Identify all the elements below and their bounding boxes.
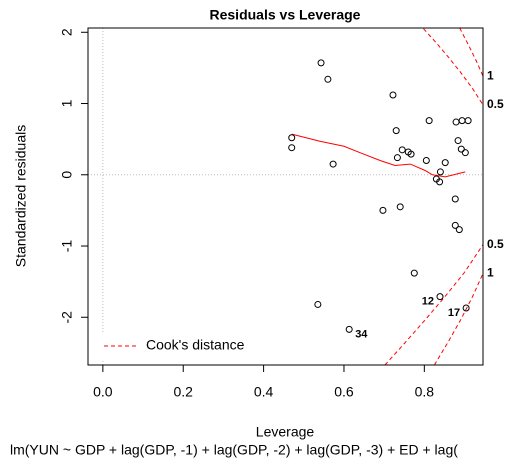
point [455,226,463,234]
point [317,59,325,67]
point [454,137,462,145]
point [288,134,296,142]
point [393,154,401,162]
x-tick-label: 0.4 [254,384,274,400]
x-tick-label: 0.8 [415,384,435,400]
x-axis-label: Leverage [256,424,315,440]
cook-label: 0.5 [487,97,504,111]
point [462,304,470,312]
cook-label: 1 [487,68,494,82]
cook-curve [459,28,483,77]
point [410,269,418,277]
point [422,157,430,165]
point [452,118,460,126]
x-tick-label: 0.6 [334,384,354,400]
point [314,300,322,308]
point [436,168,444,176]
point [425,117,433,125]
smooth-line [291,133,466,178]
x-tick-label: 0.2 [173,384,193,400]
y-tick-label: 0 [59,171,75,179]
point [464,117,472,125]
point [457,145,465,153]
point [389,91,397,99]
point-label: 34 [355,328,368,340]
y-tick-label: 2 [59,28,75,36]
plot-area [88,28,483,365]
cook-curve [423,28,483,106]
point [441,159,449,167]
point [436,293,444,301]
point [324,75,332,83]
point [345,325,353,333]
point [329,160,337,168]
point [436,178,444,186]
point-label: 17 [448,307,460,319]
y-tick-label: -2 [59,311,75,324]
cook-curve [433,273,483,365]
point [407,150,415,158]
point [458,117,466,125]
subtitle: lm(YUN ~ GDP + lag(GDP, -1) + lag(GDP, -… [10,442,458,458]
x-tick-label: 0.0 [93,384,113,400]
point [451,221,459,229]
point [451,195,459,203]
cook-label: 0.5 [487,237,504,251]
point [288,144,296,152]
cook-label: 1 [487,266,494,280]
y-tick-label: -1 [59,240,75,253]
chart-title: Residuals vs Leverage [210,7,361,23]
cook-curve [384,244,483,365]
legend-label: Cook's distance [146,337,245,353]
point [461,149,469,157]
point [398,146,406,154]
point [379,206,387,214]
legend-box [95,332,270,360]
point-label: 12 [422,296,434,308]
y-tick-label: 1 [59,99,75,107]
plot-frame [87,27,484,366]
point [396,203,404,211]
y-axis-label: Standardized residuals [13,125,29,267]
point [392,127,400,135]
